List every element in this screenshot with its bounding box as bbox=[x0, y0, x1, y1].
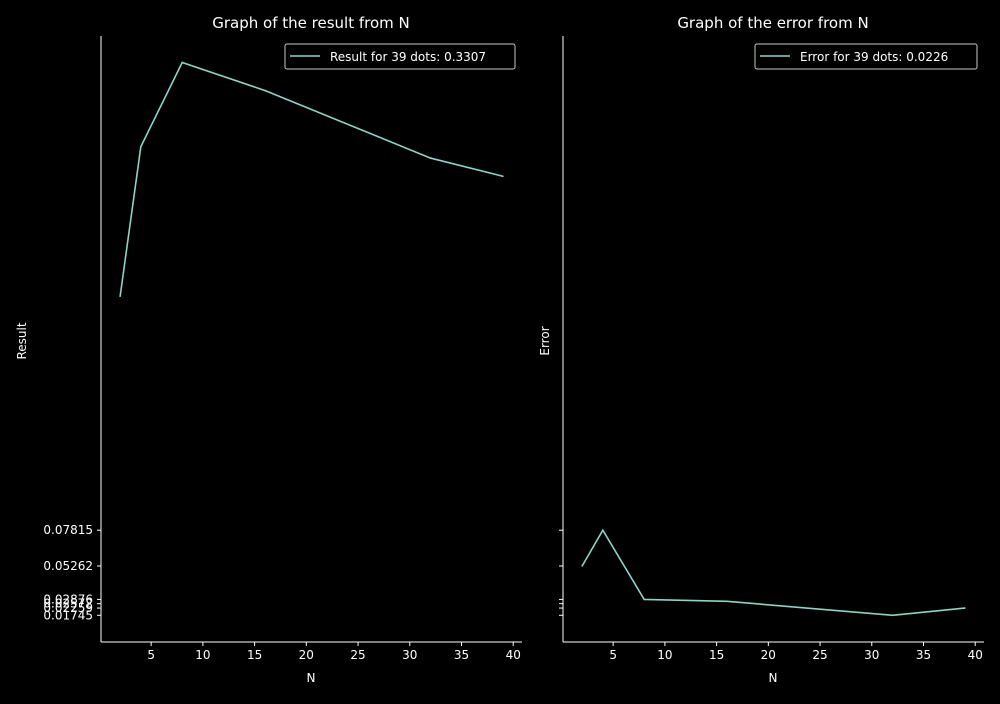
legend-box bbox=[754, 43, 978, 70]
data-point bbox=[643, 598, 646, 601]
x-axis-label: N bbox=[769, 671, 778, 685]
chart-title: Graph of the error from N bbox=[677, 14, 868, 32]
legend: Error for 39 dots: 0.0226 bbox=[754, 43, 978, 70]
data-point bbox=[964, 607, 966, 609]
x-tick-label: 5 bbox=[147, 648, 155, 662]
x-tick-label: 5 bbox=[609, 648, 617, 662]
y-tick-label: 0.07815 bbox=[43, 523, 93, 537]
x-tick-label: 15 bbox=[709, 648, 724, 662]
x-axis-label: N bbox=[307, 671, 316, 685]
y-axis-label: Result bbox=[15, 322, 29, 359]
legend-label: Error for 39 dots: 0.0226 bbox=[800, 50, 948, 64]
x-tick-label: 25 bbox=[350, 648, 365, 662]
x-tick-label: 40 bbox=[968, 648, 983, 662]
x-tick-label: 40 bbox=[506, 648, 521, 662]
x-tick-label: 30 bbox=[864, 648, 879, 662]
x-tick-label: 35 bbox=[916, 648, 931, 662]
x-tick-label: 10 bbox=[195, 648, 210, 662]
data-point bbox=[581, 565, 583, 567]
data-point bbox=[264, 89, 266, 92]
y-tick-label: 0.02876 bbox=[43, 592, 93, 606]
y-axis-label: Error bbox=[538, 326, 552, 355]
data-point bbox=[181, 61, 184, 64]
data-point bbox=[502, 175, 504, 178]
x-tick-label: 35 bbox=[454, 648, 469, 662]
x-tick-label: 10 bbox=[657, 648, 672, 662]
chart-title: Graph of the result from N bbox=[212, 14, 410, 32]
data-point bbox=[602, 529, 604, 531]
x-tick-label: 30 bbox=[402, 648, 417, 662]
x-tick-label: 25 bbox=[812, 648, 827, 662]
data-point bbox=[429, 157, 432, 159]
y-tick-label: 0.01745 bbox=[43, 608, 93, 622]
x-tick-label: 20 bbox=[299, 648, 314, 662]
x-tick-label: 15 bbox=[247, 648, 262, 662]
legend: Result for 39 dots: 0.3307 bbox=[284, 43, 516, 70]
legend-label: Result for 39 dots: 0.3307 bbox=[330, 50, 486, 64]
series-line bbox=[119, 61, 504, 297]
data-point bbox=[891, 614, 894, 617]
legend-box bbox=[284, 43, 516, 70]
x-tick-label: 20 bbox=[761, 648, 776, 662]
y-tick-label: 0.05262 bbox=[43, 559, 93, 573]
data-point bbox=[119, 295, 121, 298]
data-point bbox=[726, 600, 728, 603]
y-tick-label: 0.02259 bbox=[43, 601, 93, 615]
y-tick-label: 0.02572 bbox=[43, 597, 93, 611]
error-chart-panel: Graph of the error from N N Error Error … bbox=[538, 14, 984, 685]
result-chart-panel: Graph of the result from N N Result Resu… bbox=[15, 14, 522, 685]
data-point bbox=[140, 145, 142, 148]
series-line bbox=[581, 528, 965, 617]
